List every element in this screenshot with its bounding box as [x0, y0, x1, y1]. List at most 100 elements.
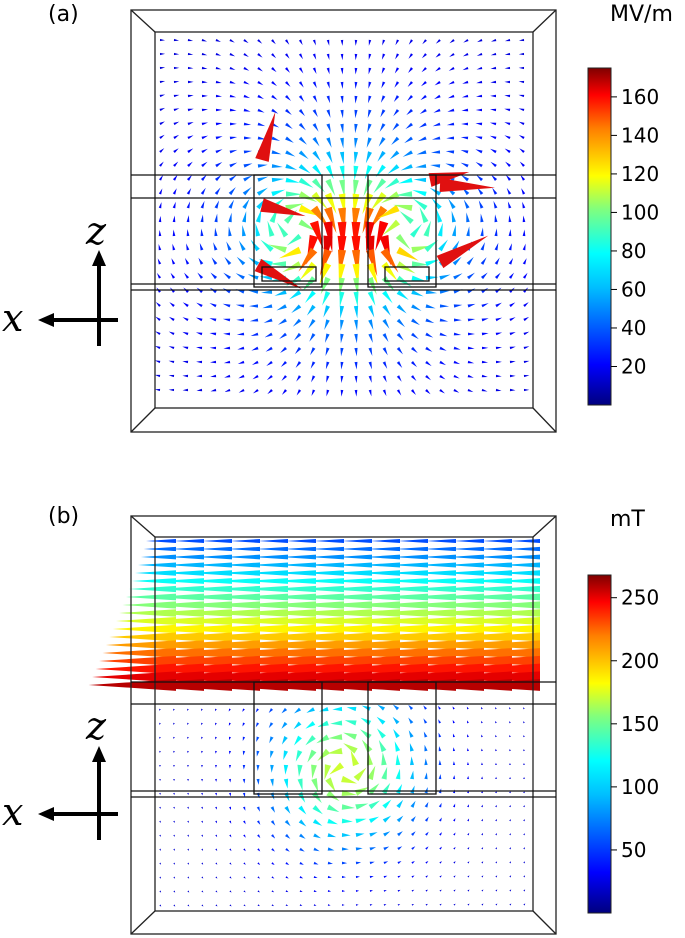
field-arrow — [215, 722, 217, 726]
field-arrow — [307, 749, 317, 763]
field-arrow — [215, 890, 218, 893]
field-arrow — [354, 39, 358, 46]
field-arrow — [298, 177, 314, 188]
field-arrow — [257, 164, 268, 168]
field-arrow — [182, 374, 189, 378]
field-arrow — [495, 889, 498, 892]
field-arrow — [509, 833, 511, 836]
field-arrow — [480, 257, 487, 265]
field-arrow — [382, 361, 388, 369]
field-arrow — [398, 539, 428, 543]
field-arrow — [222, 288, 231, 294]
field-arrow — [370, 539, 400, 543]
field-arrow — [105, 640, 176, 650]
field-arrow — [339, 305, 345, 319]
field-arrow — [270, 806, 276, 813]
field-arrow — [298, 164, 311, 174]
field-arrow — [481, 374, 488, 378]
field-arrow — [494, 257, 500, 265]
field-arrow — [522, 258, 527, 265]
field-arrow — [112, 624, 176, 634]
field-arrow — [312, 123, 319, 132]
field-arrow — [475, 108, 483, 112]
field-arrow — [159, 161, 164, 167]
field-arrow — [271, 578, 316, 584]
field-arrow — [409, 743, 414, 752]
field-arrow — [201, 820, 203, 824]
field-arrow — [435, 39, 441, 44]
field-arrow — [494, 214, 498, 223]
field-arrow — [523, 302, 529, 307]
field-arrow — [399, 211, 414, 225]
field-arrow — [306, 562, 344, 568]
field-arrow — [243, 578, 288, 584]
field-arrow — [375, 220, 389, 251]
field-arrow — [476, 80, 483, 84]
field-arrow — [407, 81, 414, 88]
field-arrow — [238, 374, 245, 379]
field-arrow — [495, 346, 503, 350]
field-arrow — [325, 165, 334, 180]
field-arrow — [228, 792, 232, 797]
field-arrow — [381, 752, 387, 766]
field-arrow — [228, 722, 231, 726]
field-arrow — [159, 778, 161, 782]
field-arrow — [243, 163, 253, 168]
field-arrow — [411, 875, 415, 878]
field-arrow — [313, 875, 318, 879]
field-arrow — [411, 275, 427, 282]
field-arrow — [439, 374, 446, 380]
field-arrow — [435, 53, 441, 58]
field-arrow — [495, 332, 503, 336]
field-arrow — [238, 388, 245, 393]
field-arrow — [507, 201, 512, 209]
field-arrow — [326, 95, 331, 104]
field-arrow — [382, 290, 393, 304]
field-arrow — [355, 578, 400, 584]
field-arrow — [509, 360, 516, 364]
field-arrow — [341, 804, 355, 810]
field-arrow — [438, 732, 442, 738]
field-arrow — [285, 890, 289, 893]
field-arrow — [377, 204, 400, 219]
field-arrow — [251, 360, 259, 365]
field-arrow — [198, 257, 204, 265]
field-arrow — [237, 346, 245, 350]
field-arrow — [187, 80, 194, 84]
field-arrow — [480, 272, 488, 280]
field-arrow — [445, 150, 455, 154]
field-arrow — [191, 570, 232, 576]
field-arrow — [319, 248, 332, 277]
field-arrow — [368, 305, 375, 318]
field-arrow — [173, 750, 175, 754]
field-arrow — [466, 256, 474, 266]
field-arrow — [326, 39, 330, 46]
field-arrow — [453, 273, 463, 280]
field-arrow — [377, 593, 428, 601]
field-arrow — [438, 705, 441, 710]
field-arrow — [293, 721, 302, 730]
field-arrow — [411, 261, 430, 267]
field-arrow — [425, 346, 433, 352]
field-arrow — [505, 174, 512, 181]
field-arrow — [242, 198, 250, 209]
field-arrow — [451, 210, 456, 223]
field-arrow — [311, 389, 316, 397]
field-arrow — [447, 108, 455, 112]
field-arrow — [285, 833, 291, 839]
field-arrow — [504, 66, 511, 70]
colorbar-tick-label: 150 — [621, 712, 659, 736]
field-arrow — [243, 66, 250, 71]
field-arrow — [294, 707, 302, 714]
field-arrow — [298, 805, 307, 815]
field-arrow — [327, 890, 332, 892]
field-arrow — [430, 164, 441, 168]
field-arrow — [354, 95, 358, 104]
field-arrow — [410, 756, 414, 766]
field-arrow — [187, 66, 194, 70]
field-arrow — [257, 890, 260, 893]
field-arrow — [463, 38, 469, 43]
field-arrow — [284, 39, 290, 45]
field-arrow — [504, 80, 511, 84]
field-arrow — [411, 346, 418, 354]
